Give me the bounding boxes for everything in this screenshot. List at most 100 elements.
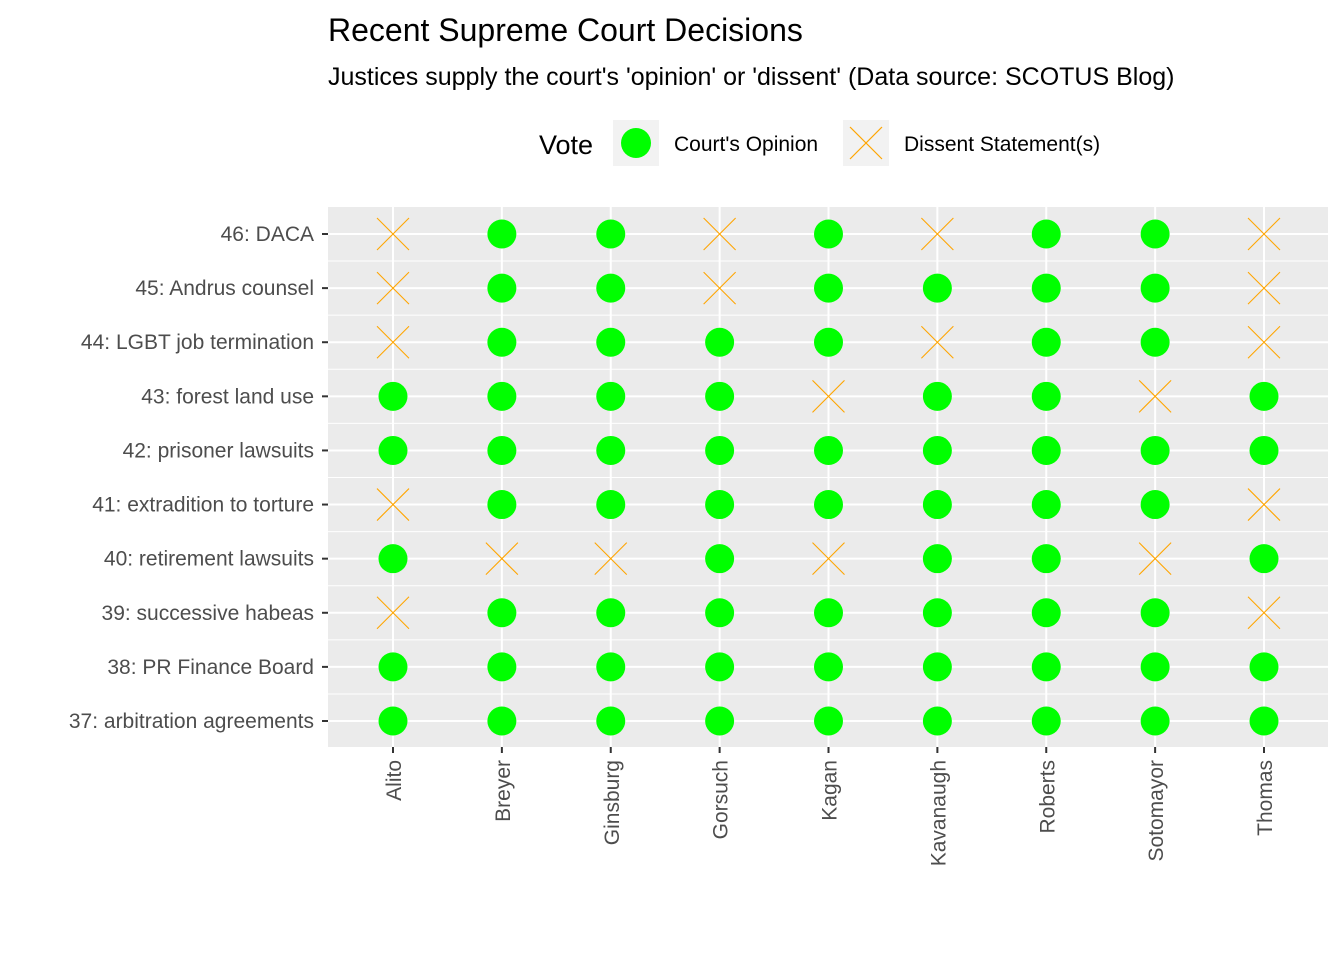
opinion-point — [596, 219, 626, 249]
opinion-point — [487, 706, 517, 736]
opinion-point — [596, 381, 626, 411]
y-tick-label: 46: DACA — [221, 223, 314, 246]
opinion-point — [378, 435, 408, 465]
opinion-point — [705, 706, 735, 736]
dissent-point — [1138, 542, 1172, 576]
dissent-stroke — [485, 542, 519, 576]
opinion-point — [922, 598, 952, 628]
legend-title: Vote — [539, 130, 593, 160]
opinion-point — [814, 219, 843, 249]
dissent-stroke — [1138, 542, 1172, 576]
opinion-point — [596, 327, 626, 357]
opinion-point — [1031, 706, 1061, 736]
dissent-point — [812, 542, 845, 576]
opinion-point — [1140, 652, 1170, 682]
opinion-point — [487, 219, 517, 249]
opinion-point — [1140, 219, 1170, 249]
opinion-point — [487, 652, 517, 682]
opinion-point — [814, 706, 843, 736]
opinion-point — [1140, 327, 1170, 357]
opinion-point — [814, 273, 843, 303]
opinion-point — [487, 598, 517, 628]
opinion-point — [922, 706, 952, 736]
dissent-point — [1247, 488, 1281, 521]
dissent-point — [485, 542, 519, 576]
opinion-point — [1140, 273, 1170, 303]
opinion-point — [378, 706, 408, 736]
dissent-stroke — [376, 596, 410, 630]
opinion-point — [922, 544, 952, 574]
dissent-point — [1247, 271, 1281, 305]
opinion-point — [1249, 652, 1279, 682]
opinion-point — [1031, 544, 1061, 574]
dissent-point — [703, 271, 737, 305]
opinion-point — [1031, 652, 1061, 682]
x-tick-label: Thomas — [1254, 760, 1277, 836]
opinion-point — [1140, 706, 1170, 736]
opinion-point — [1031, 598, 1061, 628]
chart-subtitle: Justices supply the court's 'opinion' or… — [328, 63, 1174, 91]
opinion-point — [378, 652, 408, 682]
opinion-point — [596, 273, 626, 303]
opinion-point — [596, 435, 626, 465]
dissent-point — [1138, 379, 1172, 413]
opinion-point — [487, 490, 517, 520]
opinion-point — [922, 490, 952, 520]
opinion-point — [814, 327, 843, 357]
opinion-point — [705, 490, 735, 520]
opinion-point — [1031, 490, 1061, 520]
opinion-point — [1249, 381, 1279, 411]
opinion-point — [596, 598, 626, 628]
y-tick-label: 42: prisoner lawsuits — [123, 439, 314, 462]
opinion-point — [705, 381, 735, 411]
y-axis: 46: DACA 45: Andrus counsel 44: LGBT job t… — [69, 223, 328, 733]
dissent-point — [1247, 325, 1281, 359]
y-tick-label: 40: retirement lawsuits — [104, 548, 314, 571]
dissent-point — [376, 596, 410, 630]
x-tick-label: Sotomayor — [1145, 760, 1168, 862]
opinion-point — [705, 544, 735, 574]
dissent-point — [703, 217, 737, 251]
dissent-stroke — [920, 217, 954, 251]
opinion-point — [705, 598, 735, 628]
opinion-point — [1031, 327, 1061, 357]
x-tick-label: Kagan — [819, 760, 842, 821]
opinion-point — [922, 381, 952, 411]
y-tick-label: 38: PR Finance Board — [107, 656, 314, 679]
opinion-point — [596, 652, 626, 682]
dissent-stroke — [1247, 325, 1281, 359]
y-tick-label: 44: LGBT job termination — [81, 331, 314, 354]
dissent-point — [376, 217, 410, 251]
legend-label-dissent: Dissent Statement(s) — [904, 133, 1100, 156]
opinion-point — [814, 435, 843, 465]
dissent-stroke — [1247, 271, 1281, 305]
y-tick-label: 41: extradition to torture — [92, 494, 314, 517]
dissent-point — [920, 217, 954, 251]
dissent-point — [376, 271, 410, 305]
opinion-point — [1031, 219, 1061, 249]
x-tick-label: Alito — [383, 760, 406, 801]
opinion-point — [1249, 706, 1279, 736]
opinion-point — [1140, 490, 1170, 520]
opinion-point — [922, 652, 952, 682]
opinion-point — [1031, 435, 1061, 465]
dissent-point — [376, 488, 410, 521]
opinion-point — [922, 435, 952, 465]
x-tick-label: Kavanaugh — [927, 760, 950, 866]
dissent-point — [1247, 217, 1281, 251]
dissent-stroke — [376, 488, 410, 521]
dissent-stroke — [1247, 217, 1281, 251]
dissent-stroke — [1247, 596, 1281, 630]
dissent-stroke — [812, 379, 845, 413]
x-axis: Alito Breyer Ginsburg Gorsuch Kagan Kavanaugh… — [383, 747, 1277, 866]
legend-label-opinion: Court's Opinion — [674, 133, 818, 156]
dissent-point — [1247, 596, 1281, 630]
x-tick-label: Roberts — [1036, 760, 1059, 834]
opinion-point — [1140, 435, 1170, 465]
opinion-point — [1249, 435, 1279, 465]
opinion-point — [705, 652, 735, 682]
legend-key-dissent — [849, 126, 883, 160]
opinion-point — [596, 706, 626, 736]
opinion-point — [378, 544, 408, 574]
vote-marks — [376, 217, 1281, 736]
